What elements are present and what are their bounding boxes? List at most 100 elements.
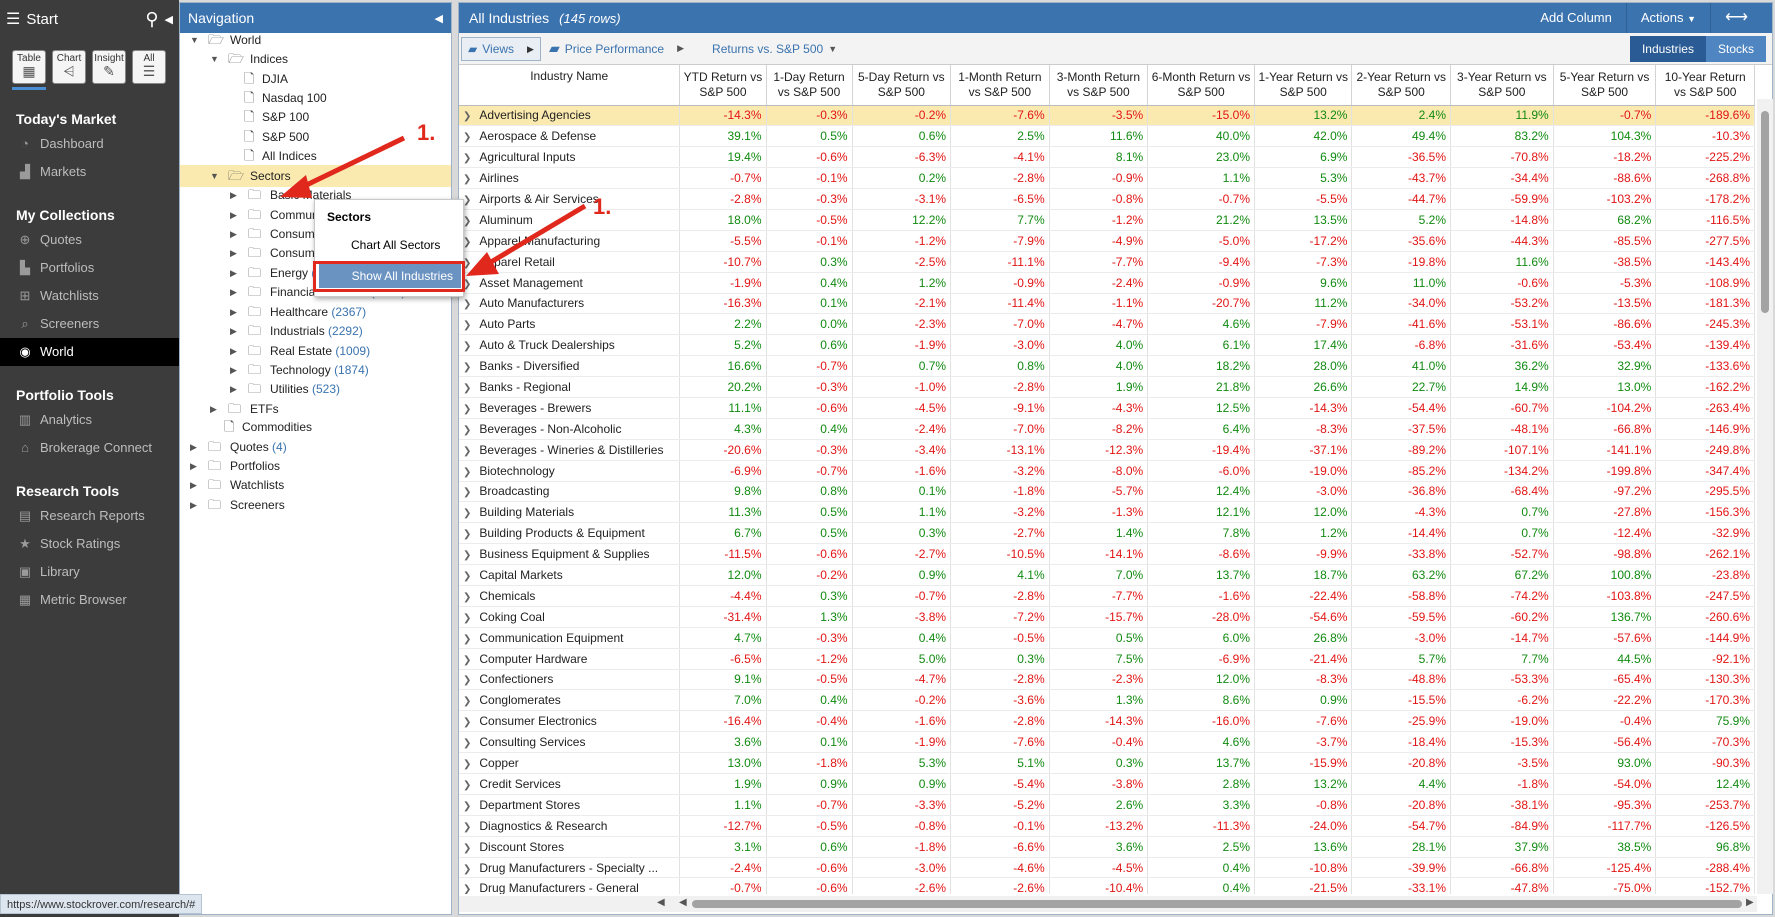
industry-name-cell[interactable]: ❯ Aerospace & Defense [459,125,681,148]
horizontal-scrollbar[interactable]: ◀ ◀ ▶ [459,896,1757,912]
expand-row-icon[interactable]: ❯ [463,236,472,248]
sidebar-item-markets[interactable]: ▟ Markets [0,158,179,186]
vertical-scrollbar-thumb[interactable] [1761,111,1769,313]
table-row[interactable]: ❯ Auto Manufacturers -16.3% 0.1% -2.1% -11.4%… [459,293,1755,315]
tree-node-healthcare[interactable]: ▶ 🗀 Healthcare (2367) [180,301,451,323]
sidebar-item-watchlists[interactable]: ⊞ Watchlists [0,282,179,310]
table-row[interactable]: ❯ Consulting Services 3.6% 0.1% -1.9% -7.6% -0… [459,731,1755,754]
vertical-scrollbar[interactable] [1757,99,1773,894]
collapsed-arrow-icon[interactable]: ▶ [230,326,237,336]
crumb-returns-vs-sp500[interactable]: Returns vs. S&P 500 ▼ [712,42,837,56]
column-header[interactable]: 1-Day Return vs S&P 500 [766,65,853,106]
expand-row-icon[interactable]: ❯ [463,445,472,457]
table-row[interactable]: ❯ Credit Services 1.9% 0.9% 0.9% -5.4% -3.8% 2.… [459,773,1755,795]
industry-name-cell[interactable]: ❯ Consulting Services [459,731,681,754]
expand-row-icon[interactable]: ❯ [463,424,472,436]
table-row[interactable]: ❯ Drug Manufacturers - Specialty ... -2.4%… [459,857,1755,879]
industry-name-cell[interactable]: ❯ Beverages - Wineries & Distilleries [459,439,681,461]
collapsed-arrow-icon[interactable]: ▶ [230,190,237,200]
expand-row-icon[interactable]: ❯ [463,132,472,144]
tree-node-nasdaq-100[interactable]: 🗋 Nasdaq 100 [180,87,451,109]
tree-node-utilities[interactable]: ▶ 🗀 Utilities (523) [180,378,451,400]
industry-name-cell[interactable]: ❯ Consumer Electronics [459,710,681,733]
table-row[interactable]: ❯ Beverages - Brewers 11.1% -0.6% -4.5% -9.1%… [459,397,1755,419]
expand-row-icon[interactable]: ❯ [463,383,472,395]
column-header[interactable]: YTD Return vs S&P 500 [679,65,767,106]
crumb-price-performance[interactable]: ▰ Price Performance ▶ [549,40,684,57]
table-row[interactable]: ❯ Agricultural Inputs 19.4% -0.6% -6.3% -4.1%… [459,146,1755,169]
view-table-button[interactable]: Table ▦ [12,50,46,84]
expand-row-icon[interactable]: ❯ [463,571,472,583]
expand-row-icon[interactable]: ❯ [463,215,472,227]
column-header[interactable]: 1-Year Return vs S&P 500 [1254,65,1353,106]
expanded-arrow-icon[interactable]: ▼ [210,54,219,64]
table-row[interactable]: ❯ Confectioners 9.1% -0.5% -4.7% -2.8% -2.3% 12… [459,669,1755,691]
expand-row-icon[interactable]: ❯ [463,320,472,332]
chart-all-sectors-item[interactable]: Chart All Sectors [351,238,441,252]
expand-row-icon[interactable]: ❯ [463,508,472,520]
industry-name-cell[interactable]: ❯ Credit Services [459,773,681,795]
industry-name-cell[interactable]: ❯ Biotechnology [459,460,681,482]
collapsed-arrow-icon[interactable]: ▶ [190,461,197,471]
start-label[interactable]: Start [26,10,59,28]
horizontal-scrollbar-thumb[interactable] [692,900,1742,908]
column-header[interactable]: 10-Year Return vs S&P 500 [1655,65,1755,106]
actions-button[interactable]: Actions ▼ [1625,3,1710,33]
expanded-arrow-icon[interactable]: ▼ [190,35,199,45]
table-row[interactable]: ❯ Diagnostics & Research -12.7% -0.5% -0.8% -… [459,815,1755,837]
industry-name-cell[interactable]: ❯ Conglomerates [459,689,681,712]
expand-row-icon[interactable]: ❯ [463,403,472,415]
expand-row-icon[interactable]: ❯ [463,800,472,812]
table-row[interactable]: ❯ Broadcasting 9.8% 0.8% 0.1% -1.8% -5.7% 12.4%… [459,481,1755,503]
industry-name-cell[interactable]: ❯ Building Materials [459,501,681,524]
table-row[interactable]: ❯ Aerospace & Defense 39.1% 0.5% 0.6% 2.5% 11.… [459,125,1755,148]
collapsed-arrow-icon[interactable]: ▶ [230,229,237,239]
tree-node-watchlists[interactable]: ▶ 🗀 Watchlists [180,474,451,496]
industry-name-cell[interactable]: ❯ Auto Parts [459,313,681,336]
sidebar-item-screeners[interactable]: ⌕ Screeners [0,310,179,338]
tree-node-djia[interactable]: 🗋 DJIA [180,68,451,90]
expand-row-icon[interactable]: ❯ [463,529,472,541]
tree-node-screeners[interactable]: ▶ 🗀 Screeners [180,494,451,516]
collapsed-arrow-icon[interactable]: ▶ [230,307,237,317]
scroll-left-icon[interactable]: ◀ [657,897,665,908]
industry-name-cell[interactable]: ❯ Apparel Retail [459,251,681,273]
expand-row-icon[interactable]: ❯ [463,696,472,708]
industry-name-cell[interactable]: ❯ Building Products & Equipment [459,522,681,545]
sidebar-item-analytics[interactable]: ▥ Analytics [0,406,179,434]
collapsed-arrow-icon[interactable]: ▶ [210,404,217,414]
industry-name-cell[interactable]: ❯ Airports & Air Services [459,188,681,210]
column-header[interactable]: 5-Day Return vs S&P 500 [852,65,952,106]
views-button[interactable]: ▰ Views ▶ [461,36,541,61]
table-row[interactable]: ❯ Biotechnology -6.9% -0.7% -1.6% -3.2% -8.0% -… [459,460,1755,482]
industry-name-cell[interactable]: ❯ Computer Hardware [459,648,681,670]
collapsed-arrow-icon[interactable]: ▶ [230,210,237,220]
table-row[interactable]: ❯ Asset Management -1.9% 0.4% 1.2% -0.9% -2.4%… [459,272,1755,294]
search-icon[interactable]: ⚲ [145,8,159,29]
industry-name-cell[interactable]: ❯ Confectioners [459,669,681,691]
expand-row-icon[interactable]: ❯ [463,612,472,624]
sidebar-item-world[interactable]: ◉ World [0,338,179,366]
collapsed-arrow-icon[interactable]: ▶ [230,248,237,258]
table-row[interactable]: ❯ Conglomerates 7.0% 0.4% -0.2% -3.6% 1.3% 8.6%… [459,689,1755,712]
industry-name-cell[interactable]: ❯ Copper [459,752,681,774]
expand-row-icon[interactable]: ❯ [463,195,472,206]
expand-row-icon[interactable]: ❯ [463,466,472,478]
table-row[interactable]: ❯ Coking Coal -31.4% 1.3% -3.8% -7.2% -15.7% -2… [459,606,1755,628]
collapsed-arrow-icon[interactable]: ▶ [230,268,237,278]
table-row[interactable]: ❯ Drug Manufacturers - General -0.7% -0.6% -… [459,877,1755,894]
tree-node-world[interactable]: ▼ 🗁 World [180,29,451,51]
table-row[interactable]: ❯ Apparel Retail -10.7% 0.3% -2.5% -11.1% -7.7… [459,251,1755,273]
industry-name-cell[interactable]: ❯ Auto & Truck Dealerships [459,334,681,357]
table-row[interactable]: ❯ Beverages - Wineries & Distilleries -20.… [459,439,1755,461]
industry-name-cell[interactable]: ❯ Apparel Manufacturing [459,230,681,252]
table-row[interactable]: ❯ Department Stores 1.1% -0.7% -3.3% -5.2% 2.6… [459,794,1755,816]
sidebar-item-quotes[interactable]: ⊕ Quotes [0,226,179,254]
table-row[interactable]: ❯ Beverages - Non-Alcoholic 4.3% 0.4% -2.4% -… [459,418,1755,440]
expand-row-icon[interactable]: ❯ [463,779,472,791]
table-row[interactable]: ❯ Banks - Diversified 16.6% -0.7% 0.7% 0.8% 4.… [459,355,1755,378]
column-header[interactable]: 2-Year Return vs S&P 500 [1351,65,1452,106]
collapsed-arrow-icon[interactable]: ▶ [230,346,237,356]
expanded-arrow-icon[interactable]: ▼ [210,171,219,181]
collapse-navigation-icon[interactable]: ◀ [434,12,443,25]
